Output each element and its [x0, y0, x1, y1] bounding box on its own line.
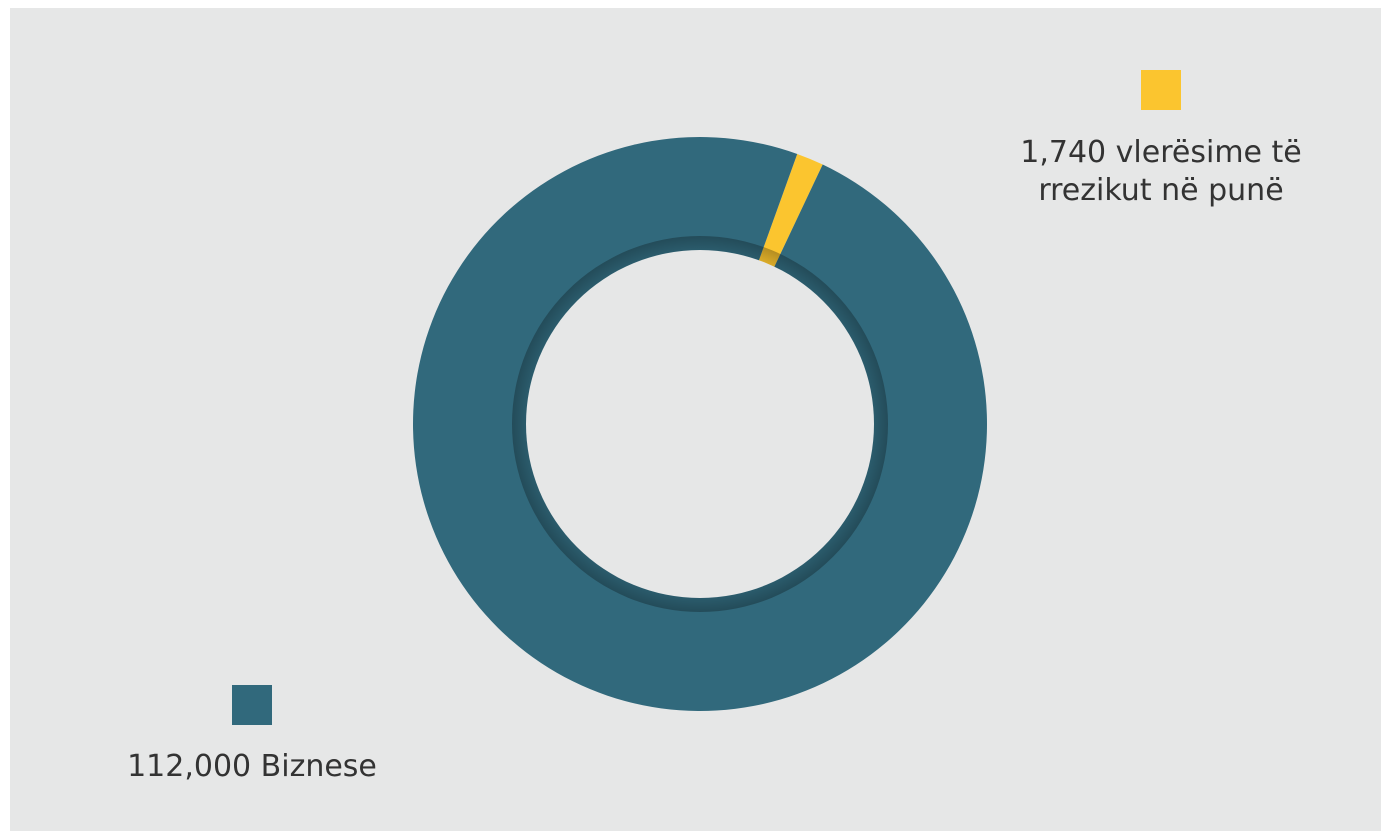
legend-label-businesses: 112,000 Biznese: [127, 749, 377, 784]
legend-label-assessments: 1,740 vlerësime të rrezikut në punë: [1020, 135, 1302, 208]
legend-swatch-assessments: [1141, 70, 1181, 110]
chart-panel: 1,740 vlerësime të rrezikut në punë 112,…: [10, 8, 1381, 831]
legend-swatch-businesses: [232, 685, 272, 725]
donut-chart: [413, 137, 987, 711]
donut-hole: [526, 250, 874, 598]
